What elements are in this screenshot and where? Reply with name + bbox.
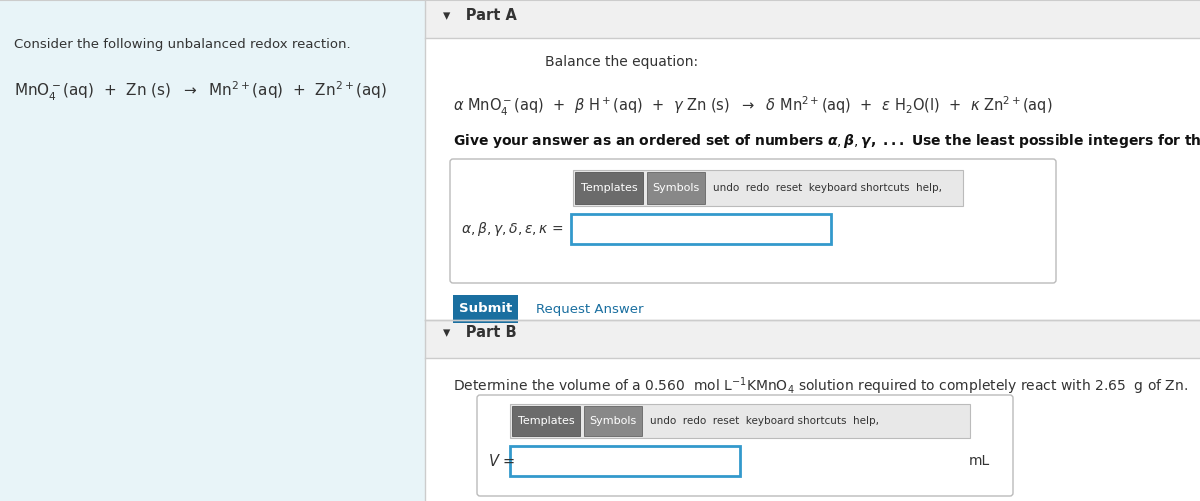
Text: Templates: Templates xyxy=(581,183,637,193)
Text: ▾   Part B: ▾ Part B xyxy=(443,325,517,340)
Text: undo  redo  reset  keyboard shortcuts  help,: undo redo reset keyboard shortcuts help, xyxy=(650,416,878,426)
FancyBboxPatch shape xyxy=(575,172,643,204)
FancyBboxPatch shape xyxy=(450,159,1056,283)
Text: $\mathrm{MnO_4^-}$(aq)  +  Zn (s)  $\rightarrow$  $\mathrm{Mn^{2+}}$(aq)  +  $\m: $\mathrm{MnO_4^-}$(aq) + Zn (s) $\righta… xyxy=(14,80,388,103)
Text: ▾   Part A: ▾ Part A xyxy=(443,8,517,23)
Text: Templates: Templates xyxy=(517,416,575,426)
Text: Determine the volume of a 0.560  mol L$^{-1}$KMnO$_4$ solution required to compl: Determine the volume of a 0.560 mol L$^{… xyxy=(454,375,1188,397)
Text: $V$ =: $V$ = xyxy=(488,453,515,469)
Text: Symbols: Symbols xyxy=(589,416,637,426)
FancyBboxPatch shape xyxy=(571,214,830,244)
Text: Request Answer: Request Answer xyxy=(536,303,643,316)
FancyBboxPatch shape xyxy=(584,406,642,436)
Text: Consider the following unbalanced redox reaction.: Consider the following unbalanced redox … xyxy=(14,38,350,51)
FancyBboxPatch shape xyxy=(574,170,964,206)
Bar xyxy=(0,0,425,501)
FancyBboxPatch shape xyxy=(647,172,706,204)
Text: undo  redo  reset  keyboard shortcuts  help,: undo redo reset keyboard shortcuts help, xyxy=(713,183,942,193)
Text: Balance the equation:: Balance the equation: xyxy=(545,55,698,69)
Bar xyxy=(425,320,1200,358)
Text: $\bf{Give\ your\ answer\ as\ an\ ordered\ set\ of\ numbers}$$\ \boldsymbol{\alph: $\bf{Give\ your\ answer\ as\ an\ ordered… xyxy=(454,132,1200,150)
Bar xyxy=(425,0,1200,501)
Bar xyxy=(425,38,1200,320)
Text: mL: mL xyxy=(968,454,990,468)
Text: $\alpha, \beta, \gamma, \delta, \epsilon, \kappa$ =: $\alpha, \beta, \gamma, \delta, \epsilon… xyxy=(461,220,564,238)
Bar xyxy=(454,295,518,323)
Text: Submit: Submit xyxy=(458,303,512,316)
FancyBboxPatch shape xyxy=(510,446,740,476)
FancyBboxPatch shape xyxy=(512,406,580,436)
Text: $\alpha$ $\mathrm{MnO_4^-}$(aq)  +  $\beta$ $\mathrm{H^+}$(aq)  +  $\gamma$ Zn (: $\alpha$ $\mathrm{MnO_4^-}$(aq) + $\beta… xyxy=(454,95,1052,118)
FancyBboxPatch shape xyxy=(478,395,1013,496)
Text: Symbols: Symbols xyxy=(653,183,700,193)
Bar xyxy=(425,358,1200,501)
FancyBboxPatch shape xyxy=(510,404,970,438)
